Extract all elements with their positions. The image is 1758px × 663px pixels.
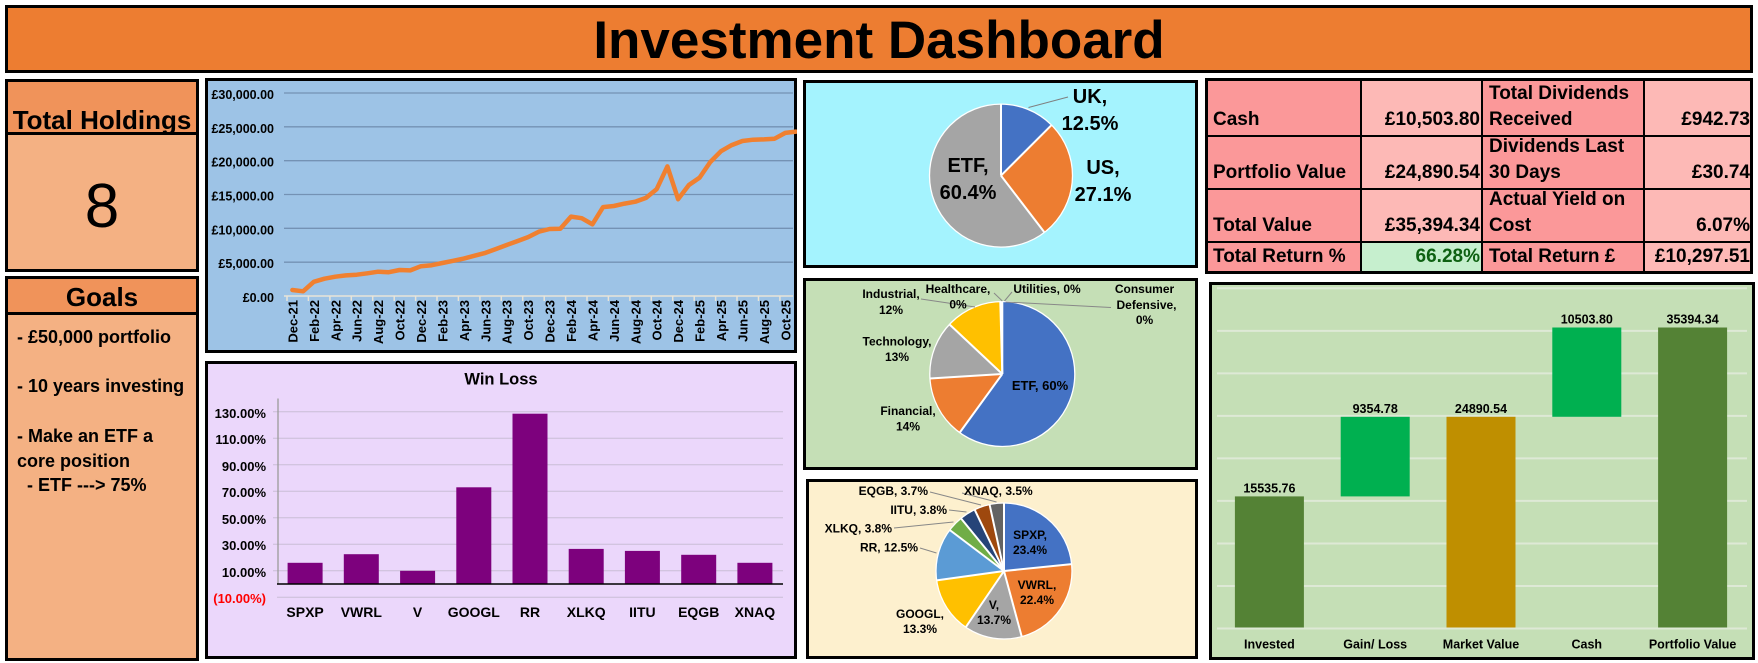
svg-text:UK,: UK, [1073,86,1107,108]
svg-text:35394.34: 35394.34 [1667,313,1719,327]
svg-text:13.3%: 13.3% [903,622,937,636]
svg-text:13.7%: 13.7% [977,613,1011,627]
svg-text:XLKQ: XLKQ [567,604,606,620]
svg-text:£5,000.00: £5,000.00 [218,257,274,271]
svg-text:10.00%: 10.00% [222,565,267,580]
svg-text:Aug-23: Aug-23 [500,300,515,344]
svg-text:130.00%: 130.00% [215,406,267,421]
svg-text:9354.78: 9354.78 [1353,402,1398,416]
svg-text:Invested: Invested [1244,638,1295,652]
svg-text:Oct-23: Oct-23 [521,300,536,340]
svg-text:Healthcare,: Healthcare, [926,282,991,296]
svg-text:Gain/ Loss: Gain/ Loss [1343,638,1407,652]
svg-text:XNAQ: XNAQ [735,604,776,620]
svg-text:Oct-25: Oct-25 [778,300,793,340]
svg-text:GOOGL: GOOGL [448,604,501,620]
svg-text:IITU, 3.8%: IITU, 3.8% [890,503,947,517]
svg-text:Jun-24: Jun-24 [607,299,622,342]
svg-text:10503.80: 10503.80 [1561,313,1613,327]
svg-text:90.00%: 90.00% [222,459,267,474]
svg-text:RR: RR [520,604,540,620]
svg-text:27.1%: 27.1% [1075,184,1132,206]
svg-text:Oct-24: Oct-24 [650,299,665,340]
svg-text:Apr-25: Apr-25 [714,300,729,341]
svg-text:0%: 0% [1136,313,1154,327]
svg-text:Feb-24: Feb-24 [564,299,579,342]
svg-text:V,: V, [989,598,999,612]
svg-text:EQGB: EQGB [678,604,719,620]
svg-text:12%: 12% [879,303,903,317]
svg-text:Aug-25: Aug-25 [757,300,772,344]
svg-text:Defensive,: Defensive, [1116,298,1176,312]
svg-text:RR, 12.5%: RR, 12.5% [860,541,918,555]
svg-text:£25,000.00: £25,000.00 [211,122,274,136]
svg-text:Oct-22: Oct-22 [393,300,408,340]
svg-text:70.00%: 70.00% [222,485,267,500]
svg-text:Dec-22: Dec-22 [414,300,429,343]
svg-text:XLKQ, 3.8%: XLKQ, 3.8% [825,522,893,536]
svg-text:13%: 13% [885,350,909,364]
svg-text:Aug-24: Aug-24 [628,299,643,344]
svg-text:22.4%: 22.4% [1020,593,1054,607]
svg-text:XNAQ, 3.5%: XNAQ, 3.5% [964,484,1033,498]
svg-text:US,: US, [1086,157,1119,179]
svg-text:Market Value: Market Value [1443,638,1519,652]
svg-text:Feb-25: Feb-25 [693,300,708,342]
svg-text:Jun-25: Jun-25 [735,300,750,342]
svg-text:£30,000.00: £30,000.00 [211,88,274,102]
svg-text:23.4%: 23.4% [1013,543,1047,557]
svg-text:SPXP,: SPXP, [1013,528,1047,542]
svg-text:Apr-22: Apr-22 [328,300,343,341]
svg-text:GOOGL,: GOOGL, [896,607,944,621]
svg-text:Portfolio Value: Portfolio Value [1649,638,1737,652]
svg-text:Aug-22: Aug-22 [371,300,386,344]
svg-text:VWRL: VWRL [341,604,383,620]
svg-text:Dec-24: Dec-24 [671,299,686,342]
svg-text:60.4%: 60.4% [940,182,997,204]
svg-text:VWRL,: VWRL, [1018,578,1057,592]
svg-text:Consumer: Consumer [1115,282,1175,296]
svg-text:12.5%: 12.5% [1062,113,1119,135]
svg-text:Utilities, 0%: Utilities, 0% [1013,282,1081,296]
svg-text:15535.76: 15535.76 [1243,481,1295,495]
svg-text:Win Loss: Win Loss [464,371,537,389]
svg-text:£0.00: £0.00 [243,291,274,305]
svg-text:Cash: Cash [1572,638,1603,652]
svg-text:30.00%: 30.00% [222,538,267,553]
svg-text:110.00%: 110.00% [215,432,266,447]
svg-text:ETF, 60%: ETF, 60% [1012,378,1069,393]
svg-text:50.00%: 50.00% [222,512,267,527]
svg-text:£15,000.00: £15,000.00 [211,190,274,204]
svg-text:IITU: IITU [629,604,655,620]
svg-text:£20,000.00: £20,000.00 [211,156,274,170]
svg-text:Jun-22: Jun-22 [350,300,365,342]
svg-text:Financial,: Financial, [880,404,935,418]
svg-text:V: V [413,604,423,620]
svg-text:Jun-23: Jun-23 [478,300,493,342]
svg-text:0%: 0% [949,298,967,312]
svg-text:EQGB, 3.7%: EQGB, 3.7% [859,484,929,498]
svg-text:ETF,: ETF, [947,155,988,177]
svg-text:14%: 14% [896,420,920,434]
svg-text:24890.54: 24890.54 [1455,402,1507,416]
svg-text:Dec-21: Dec-21 [285,300,300,343]
svg-text:SPXP: SPXP [286,604,323,620]
svg-text:Industrial,: Industrial, [862,287,919,301]
svg-text:Feb-23: Feb-23 [435,300,450,342]
svg-text:Technology,: Technology, [863,335,932,349]
svg-text:Apr-24: Apr-24 [585,299,600,341]
svg-text:Apr-23: Apr-23 [457,300,472,341]
svg-text:Dec-23: Dec-23 [543,300,558,343]
svg-text:(10.00%): (10.00%) [213,591,266,606]
svg-text:Feb-22: Feb-22 [307,300,322,342]
svg-text:£10,000.00: £10,000.00 [211,223,274,237]
